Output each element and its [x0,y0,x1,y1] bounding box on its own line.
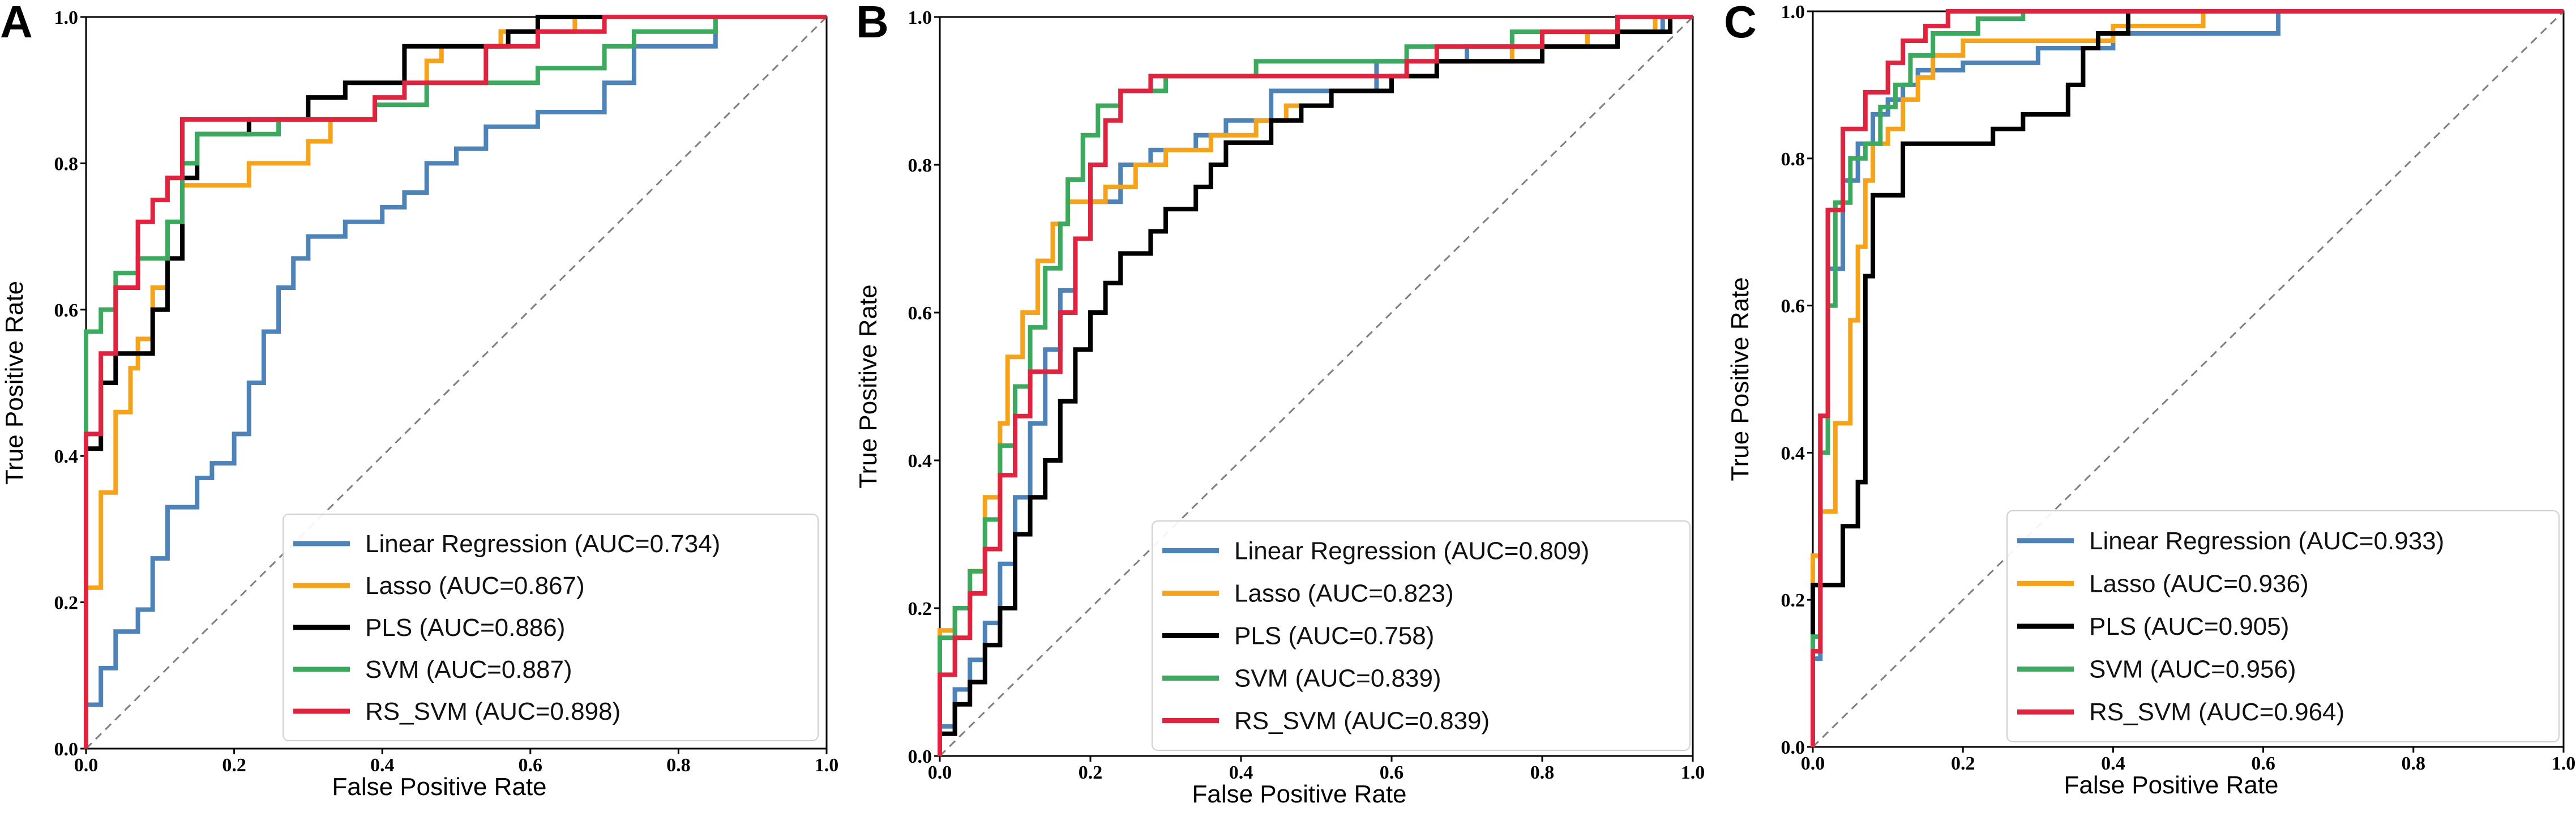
x-tick-label: 0.6 [2251,753,2275,774]
y-tick-label: 0.6 [908,303,932,324]
legend-entry: RS_SVM (AUC=0.964) [2089,698,2344,726]
legend-entry: Linear Regression (AUC=0.734) [365,530,720,558]
x-axis-label: False Positive Rate [1192,780,1406,808]
chance-diagonal [1812,10,2565,748]
x-axis-label: False Positive Rate [2064,771,2278,799]
legend-entry: Lasso (AUC=0.867) [365,572,585,600]
legend-entry: Lasso (AUC=0.936) [2089,570,2309,597]
legend-entry: Linear Regression (AUC=0.933) [2089,527,2444,555]
legend: Linear Regression (AUC=0.933) Lasso (AUC=… [2006,510,2560,742]
roc-panel-b: B 0.0 0.2 0.4 0.6 0.8 1.0 0.0 0.2 0.4 0.6 0.8 1.0 Fal… [854,0,1705,808]
roc-curve-1 [84,15,827,749]
legend-entry: Linear Regression (AUC=0.809) [1234,537,1589,565]
legend-entry: SVM (AUC=0.956) [2089,656,2296,683]
legend-entry: PLS (AUC=0.758) [1234,622,1434,650]
roc-panel-c: C 0.0 0.2 0.4 0.6 0.8 1.0 0.0 0.2 0.4 0.6 0.8 1.0 Fal… [1724,0,2575,799]
x-tick-label: 0.6 [519,755,543,776]
x-tick-label: 1.0 [2552,753,2576,774]
legend-entry: Lasso (AUC=0.823) [1234,580,1454,608]
y-tick-label: 0.8 [908,155,932,176]
y-tick-label: 0.4 [54,446,79,467]
x-tick-label: 0.4 [370,755,395,776]
chance-diagonal [85,16,828,750]
legend-entry: RS_SVM (AUC=0.898) [365,698,621,725]
legend-entry: SVM (AUC=0.887) [365,656,572,683]
panel-label: A [0,0,33,47]
legend-box [2006,510,2560,742]
y-tick-label: 0.8 [1781,149,1805,170]
x-tick-label: 0.4 [2101,753,2125,774]
roc-curve-4 [84,15,827,749]
y-tick-label: 0.0 [1781,737,1805,758]
y-tick-label: 0.2 [1781,590,1805,611]
y-tick-label: 0.4 [1781,443,1805,464]
y-axis-label: True Positive Rate [854,284,882,488]
x-tick-label: 1.0 [815,755,839,776]
legend-box [283,514,819,741]
x-tick-label: 0.0 [74,755,99,776]
roc-curve-3 [1811,9,2564,747]
y-axis-label: True Positive Rate [1726,277,1754,481]
panel-label: C [1724,0,1757,47]
x-tick-label: 0.8 [2402,753,2426,774]
roc-curve-4 [938,15,1693,756]
y-tick-label: 0.0 [54,739,79,760]
y-axis-label: True Positive Rate [1,281,28,485]
panel-label: B [856,0,889,47]
y-tick-label: 0.2 [54,593,79,614]
y-tick-label: 0.8 [54,153,79,174]
y-tick-label: 0.0 [908,746,932,767]
y-tick-label: 0.4 [908,451,932,472]
x-tick-label: 0.0 [928,762,952,783]
legend-entry: RS_SVM (AUC=0.839) [1234,707,1490,735]
roc-curve-1 [1811,9,2564,747]
y-tick-label: 0.2 [908,599,932,620]
y-tick-label: 1.0 [908,7,932,28]
x-tick-label: 0.0 [1801,753,1825,774]
legend: Linear Regression (AUC=0.809) Lasso (AUC=… [1152,520,1691,751]
x-axis-label: False Positive Rate [332,773,546,801]
roc-curve-2 [1811,9,2564,747]
y-tick-label: 1.0 [1781,2,1805,23]
legend: Linear Regression (AUC=0.734) Lasso (AUC=… [283,514,819,741]
legend-entry: PLS (AUC=0.905) [2089,613,2289,640]
y-tick-label: 0.6 [1781,296,1805,317]
x-tick-label: 0.8 [666,755,691,776]
x-tick-label: 1.0 [1681,762,1705,783]
legend-box [1152,520,1691,751]
roc-curve-3 [84,15,827,749]
roc-panel-a: A 0.0 0.2 0.4 0.6 0.8 1.0 0.0 0.2 0.4 0.6 0.8 1.0 Fal… [0,0,838,801]
y-tick-label: 1.0 [54,7,79,28]
x-tick-label: 0.8 [1530,762,1555,783]
roc-curve-4 [1811,9,2564,747]
legend-entry: PLS (AUC=0.886) [365,614,565,642]
x-tick-label: 0.2 [222,755,246,776]
x-tick-label: 0.2 [1951,753,1975,774]
x-tick-label: 0.6 [1380,762,1404,783]
roc-curve-0 [84,15,827,749]
x-tick-label: 0.4 [1229,762,1253,783]
y-tick-label: 0.6 [54,300,79,321]
x-tick-label: 0.2 [1079,762,1103,783]
legend-entry: SVM (AUC=0.839) [1234,665,1441,693]
